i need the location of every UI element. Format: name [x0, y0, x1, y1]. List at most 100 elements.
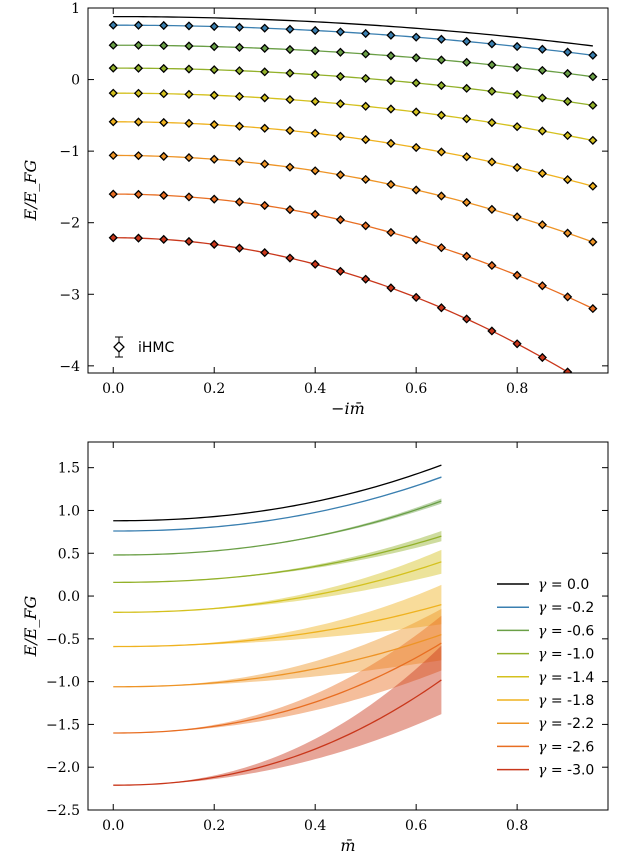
top-data-marker [563, 228, 573, 238]
top-data-marker [588, 237, 598, 247]
top-data-marker [512, 162, 522, 173]
bottom-x-axis-label: m̄ [340, 836, 355, 855]
top-data-marker [537, 281, 547, 291]
top-data-marker [184, 41, 194, 51]
bottom-ticks-group: 0.0 0.2 0.4 0.6 0.8 −2.5 −2.0 −1.5 −1.0 −0.5 0.0 0.… [46, 442, 608, 834]
top-data-marker [386, 138, 396, 148]
top-data-marker [386, 75, 396, 86]
bottom-bands-group [113, 476, 442, 786]
top-data-marker [361, 28, 371, 39]
bottom-panel: 0.0 0.2 0.4 0.6 0.8 −2.5 −2.0 −1.5 −1.0 −0.5 0.0 0.… [21, 441, 609, 855]
bottom-error-band [113, 476, 442, 531]
top-data-marker [537, 93, 547, 103]
bottom-legend-label: γ = -2.2 [538, 716, 594, 732]
bottom-y-axis-label: E/E_FG [21, 595, 40, 657]
top-data-marker [184, 64, 194, 74]
top-data-marker [335, 71, 346, 82]
bottom-series-line [113, 464, 442, 522]
top-legend-diamond-marker [113, 341, 125, 353]
top-data-marker [133, 63, 144, 73]
top-data-marker [436, 147, 446, 157]
bottom-legend-label: γ = -1.8 [538, 693, 594, 709]
bottom-y-tick-label: −2.5 [46, 803, 80, 819]
top-data-marker [361, 73, 371, 84]
bottom-error-band [113, 584, 442, 647]
top-x-tick-label: 0.6 [405, 381, 427, 397]
top-data-marker [335, 131, 346, 141]
bottom-y-tick-label: 0.5 [58, 546, 80, 562]
top-data-marker [209, 65, 219, 75]
top-series-line [113, 92, 593, 142]
top-data-marker [487, 39, 497, 49]
top-data-marker [512, 339, 522, 349]
top-data-marker [285, 253, 295, 263]
top-data-marker [462, 57, 472, 67]
top-data-marker [108, 117, 118, 127]
top-data-marker [563, 292, 573, 302]
top-data-marker [209, 21, 219, 32]
top-data-marker [159, 63, 169, 74]
top-data-marker [285, 94, 295, 105]
top-series-line [113, 24, 593, 56]
bottom-legend-label: γ = -0.6 [538, 623, 594, 639]
top-data-marker [588, 181, 598, 191]
top-data-marker [361, 135, 371, 145]
top-data-marker [386, 104, 396, 114]
top-y-tick-label: −1 [59, 144, 80, 160]
bottom-legend: γ = 0.0 γ = -0.2 γ = -0.6 γ = -1.0 γ = -1.4 γ… [497, 577, 594, 779]
top-data-marker [386, 179, 396, 190]
top-data-marker [209, 154, 219, 164]
top-data-marker [386, 51, 396, 61]
bottom-x-tick-label: 0.0 [102, 818, 124, 834]
top-data-marker [285, 44, 295, 55]
top-data-marker [588, 50, 598, 60]
top-data-marker [184, 118, 194, 128]
top-data-marker [335, 215, 346, 225]
top-data-marker [537, 126, 547, 136]
bottom-y-tick-label: −1.0 [46, 675, 80, 691]
top-data-marker [361, 101, 371, 111]
top-y-axis-label: E/E_FG [21, 159, 40, 221]
top-panel: 0.0 0.2 0.4 0.6 0.8 −4 −3 −2 −1 0 1 iHMC −im̄ E/E_… [21, 1, 609, 418]
top-data-marker [159, 40, 169, 51]
top-data-marker [159, 20, 169, 31]
top-data-marker [386, 227, 396, 238]
top-data-marker [234, 243, 245, 253]
top-data-marker [563, 96, 573, 107]
bottom-legend-label: γ = -3.0 [538, 763, 594, 779]
top-data-marker [436, 55, 446, 65]
top-data-marker [285, 205, 295, 215]
top-data-marker [436, 80, 446, 91]
top-data-marker [184, 152, 194, 163]
top-data-marker [512, 62, 522, 73]
top-data-marker [411, 235, 421, 245]
top-data-marker [512, 122, 522, 132]
top-data-marker [436, 303, 446, 313]
top-data-marker [411, 185, 421, 195]
top-data-marker [133, 40, 144, 50]
bottom-y-tick-label: 0.0 [58, 589, 80, 605]
top-data-marker [260, 248, 270, 258]
top-plot-frame [87, 7, 609, 374]
top-data-marker [411, 107, 421, 117]
top-data-marker [310, 70, 320, 80]
bottom-series-line [113, 561, 442, 613]
top-data-marker [335, 170, 346, 180]
top-data-marker [512, 270, 522, 280]
top-data-marker [260, 43, 270, 53]
top-data-marker [108, 63, 118, 73]
top-ticks-group: 0.0 0.2 0.4 0.6 0.8 −4 −3 −2 −1 0 1 [59, 1, 608, 397]
top-data-marker [487, 157, 497, 167]
top-data-marker [588, 303, 598, 314]
top-data-marker [462, 197, 472, 208]
top-data-marker [234, 121, 245, 131]
top-data-marker [361, 174, 371, 185]
top-data-marker [436, 110, 446, 120]
top-data-marker [234, 91, 245, 102]
top-data-marker [108, 189, 118, 199]
top-data-marker [184, 21, 194, 31]
top-data-marker [159, 117, 169, 128]
top-data-marker [260, 93, 270, 103]
top-data-marker [133, 88, 144, 98]
top-data-marker [512, 89, 522, 100]
